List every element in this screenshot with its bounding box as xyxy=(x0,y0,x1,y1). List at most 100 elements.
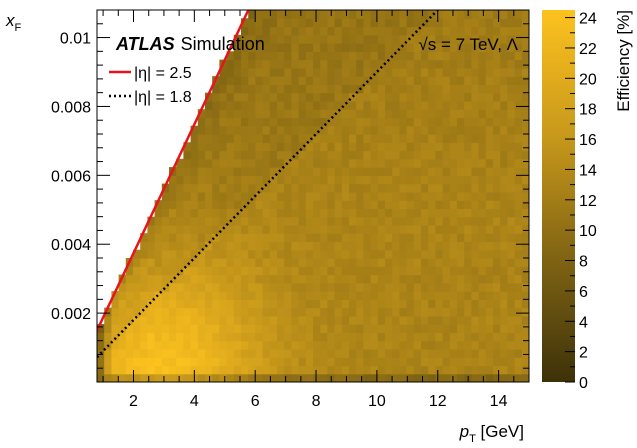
heatmap-cell xyxy=(313,34,321,44)
heatmap-cell xyxy=(269,282,278,292)
heatmap-cell xyxy=(485,373,494,382)
heatmap-cell xyxy=(514,175,523,185)
heatmap-cell xyxy=(399,282,408,292)
heatmap-cell xyxy=(377,373,386,382)
heatmap-cell xyxy=(521,158,529,168)
heatmap-cell xyxy=(464,59,472,69)
heatmap-cell xyxy=(392,84,400,94)
heatmap-cell xyxy=(190,291,199,300)
colorbar-tick-label: 16 xyxy=(579,132,597,149)
heatmap-cell xyxy=(341,324,350,333)
heatmap-cell xyxy=(320,150,328,160)
heatmap-cell xyxy=(313,59,321,69)
heatmap-cell xyxy=(169,324,177,333)
heatmap-cell xyxy=(291,167,300,176)
colorbar-tick-label: 6 xyxy=(579,284,588,301)
heatmap-cell xyxy=(320,76,328,85)
heatmap-cell xyxy=(313,18,321,28)
heatmap-cell xyxy=(471,241,480,251)
heatmap-cell xyxy=(169,266,177,276)
heatmap-cell xyxy=(140,365,148,375)
heatmap-cell xyxy=(413,241,422,251)
heatmap-cell xyxy=(464,191,472,201)
heatmap-cell xyxy=(464,291,472,300)
heatmap-cell xyxy=(363,299,372,309)
heatmap-cell xyxy=(449,307,458,317)
heatmap-cell xyxy=(169,258,177,267)
heatmap-cell xyxy=(284,59,292,69)
heatmap-cell xyxy=(356,125,364,135)
heatmap-cell xyxy=(428,224,436,234)
heatmap-cell xyxy=(521,315,529,325)
heatmap-cell xyxy=(241,340,249,350)
heatmap-cell xyxy=(334,200,343,209)
heatmap-cell xyxy=(161,348,170,358)
heatmap-cell xyxy=(133,307,141,317)
heatmap-cell xyxy=(233,67,242,77)
heatmap-cell xyxy=(262,332,271,342)
heatmap-cell xyxy=(413,208,422,218)
heatmap-cell xyxy=(327,258,336,267)
heatmap-cell xyxy=(298,109,307,119)
heatmap-cell xyxy=(457,340,465,350)
heatmap-cell xyxy=(334,266,343,276)
heatmap-cell xyxy=(428,249,436,259)
heatmap-cell xyxy=(464,274,472,284)
heatmap-cell xyxy=(291,373,300,382)
heatmap-cell xyxy=(219,224,228,234)
heatmap-cell xyxy=(500,117,508,127)
heatmap-cell xyxy=(442,373,451,382)
heatmap-cell xyxy=(471,315,480,325)
heatmap-cell xyxy=(320,26,328,36)
heatmap-cell xyxy=(349,307,357,317)
heatmap-cell xyxy=(514,365,523,375)
heatmap-cell xyxy=(305,258,314,267)
heatmap-cell xyxy=(449,191,458,201)
heatmap-cell xyxy=(392,76,400,85)
heatmap-cell xyxy=(521,183,529,193)
heatmap-cell xyxy=(377,324,386,333)
heatmap-cell xyxy=(399,84,408,94)
heatmap-cell xyxy=(334,357,343,367)
heatmap-cell xyxy=(320,233,328,243)
heatmap-cell xyxy=(478,109,487,119)
heatmap-cell xyxy=(449,76,458,85)
heatmap-cell xyxy=(190,348,199,358)
heatmap-cell xyxy=(413,216,422,226)
heatmap-cell xyxy=(421,340,429,350)
heatmap-cell xyxy=(428,117,436,127)
heatmap-cell xyxy=(521,216,529,226)
heatmap-cell xyxy=(277,10,285,19)
heatmap-cell xyxy=(428,59,436,69)
heatmap-cell xyxy=(125,357,134,367)
heatmap-cell xyxy=(478,365,487,375)
heatmap-cell xyxy=(377,125,386,135)
heatmap-cell xyxy=(485,158,494,168)
heatmap-cell xyxy=(226,299,235,309)
heatmap-cell xyxy=(320,324,328,333)
heatmap-cell xyxy=(248,307,256,317)
heatmap-cell xyxy=(385,26,393,36)
heatmap-cell xyxy=(161,332,170,342)
heatmap-cell xyxy=(464,357,472,367)
heatmap-cell xyxy=(334,167,343,176)
heatmap-cell xyxy=(413,258,422,267)
heatmap-cell xyxy=(385,109,393,119)
heatmap-cell xyxy=(284,191,292,201)
heatmap-cell xyxy=(154,291,163,300)
x-axis-label: pT [GeV] xyxy=(459,422,524,445)
simulation-label-text: Simulation xyxy=(181,34,265,54)
heatmap-cell xyxy=(500,84,508,94)
heatmap-cell xyxy=(248,241,256,251)
heatmap-cell xyxy=(428,43,436,52)
heatmap-cell xyxy=(442,109,451,119)
heatmap-cell xyxy=(205,291,213,300)
heatmap-cell xyxy=(262,100,271,110)
heatmap-cell xyxy=(392,258,400,267)
heatmap-cell xyxy=(205,258,213,267)
heatmap-cell xyxy=(212,324,220,333)
heatmap-cell xyxy=(493,109,501,119)
heatmap-cell xyxy=(341,266,350,276)
heatmap-cell xyxy=(233,200,242,209)
heatmap-cell xyxy=(356,100,364,110)
